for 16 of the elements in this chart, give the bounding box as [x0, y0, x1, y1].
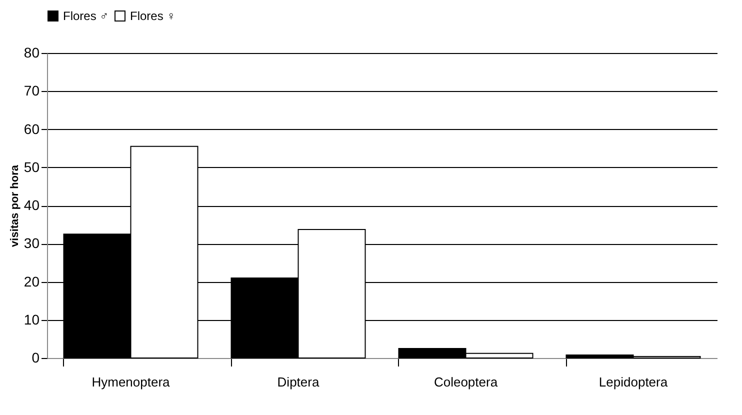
y-axis-title: visitas por hora: [8, 164, 21, 247]
y-tick-label: 60: [24, 120, 40, 137]
legend-label: Flores ♂: [63, 9, 109, 23]
legend-label: Flores ♀: [130, 9, 176, 23]
x-tick-label: Hymenoptera: [92, 374, 171, 390]
x-tick-label: Coleoptera: [434, 374, 498, 390]
y-tick-label: 10: [24, 311, 40, 328]
x-tick-label: Lepidoptera: [598, 374, 668, 390]
y-tick-label: 40: [24, 197, 40, 213]
x-tick-label: Diptera: [277, 374, 320, 390]
y-tick-label: 30: [24, 235, 40, 252]
y-tick-label: 50: [24, 158, 40, 175]
y-tick-label: 20: [24, 273, 40, 290]
y-tick-label: 80: [24, 44, 40, 60]
y-tick-label: 0: [32, 350, 40, 366]
y-tick-label: 70: [24, 82, 40, 99]
